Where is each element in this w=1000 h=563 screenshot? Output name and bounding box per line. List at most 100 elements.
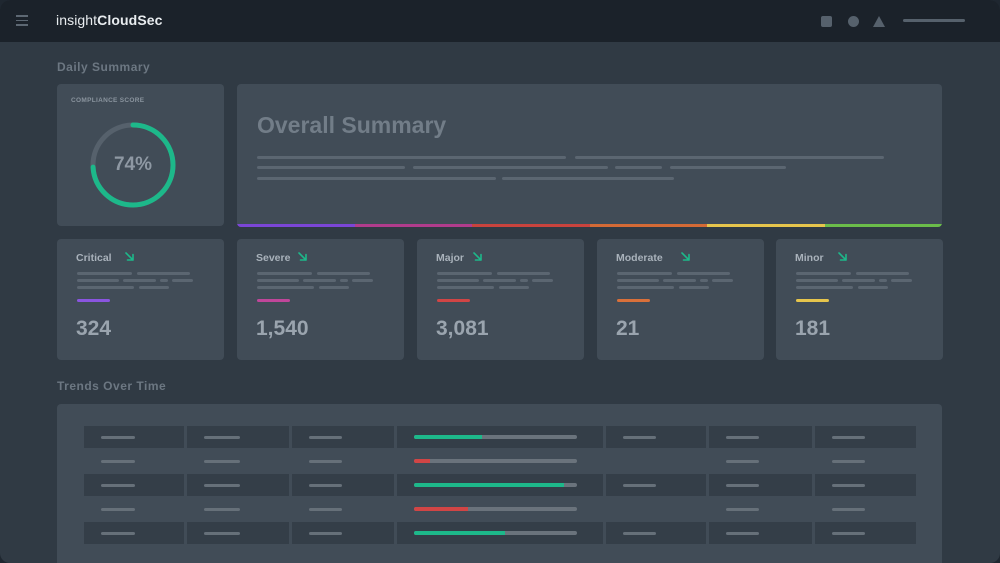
table-cell — [815, 450, 916, 472]
trend-progress-bar — [414, 483, 577, 487]
table-cell — [815, 426, 916, 448]
compliance-gauge — [90, 122, 176, 208]
cell-placeholder-line — [309, 484, 342, 487]
placeholder-line — [139, 286, 169, 289]
severity-label: Critical — [76, 252, 112, 264]
placeholder-line — [77, 279, 119, 282]
table-cell — [187, 474, 289, 496]
trends-table-row[interactable] — [84, 474, 916, 496]
trends-table-row[interactable] — [84, 450, 916, 472]
trends-table-row[interactable] — [84, 426, 916, 448]
severity-card-minor[interactable]: Minor 181 — [776, 239, 943, 360]
table-cell — [606, 474, 706, 496]
table-cell — [84, 450, 184, 472]
placeholder-line — [796, 286, 853, 289]
cell-placeholder-line — [204, 460, 240, 463]
cell-placeholder-line — [832, 484, 865, 487]
daily-summary-title: Daily Summary — [57, 60, 151, 74]
severity-count: 3,081 — [436, 317, 489, 340]
placeholder-line — [858, 286, 888, 289]
severity-color-indicator — [437, 299, 470, 302]
severity-card-severe[interactable]: Severe 1,540 — [237, 239, 404, 360]
cell-placeholder-line — [101, 460, 135, 463]
warning-icon[interactable] — [873, 16, 885, 27]
placeholder-line — [700, 279, 708, 282]
user-menu-placeholder[interactable] — [903, 19, 965, 22]
cell-placeholder-line — [623, 532, 656, 535]
cell-placeholder-line — [204, 508, 240, 511]
placeholder-line — [617, 279, 659, 282]
trend-progress-bar — [414, 435, 577, 439]
trend-down-arrow-icon — [125, 252, 134, 261]
table-cell — [606, 522, 706, 544]
trend-down-arrow-icon — [473, 252, 482, 261]
severity-card-major[interactable]: Major 3,081 — [417, 239, 584, 360]
table-cell — [709, 498, 812, 520]
brand-logo[interactable]: insightCloudSec — [56, 12, 163, 28]
severity-label: Moderate — [616, 252, 663, 264]
placeholder-line — [257, 272, 312, 275]
cell-placeholder-line — [726, 484, 759, 487]
placeholder-line — [77, 272, 132, 275]
table-cell — [84, 498, 184, 520]
table-cell — [292, 426, 394, 448]
severity-color-bar — [237, 224, 942, 227]
placeholder-line — [796, 279, 838, 282]
menu-icon[interactable] — [16, 15, 28, 26]
table-cell — [709, 426, 812, 448]
severity-color-segment — [589, 224, 707, 227]
severity-color-indicator — [77, 299, 110, 302]
cell-placeholder-line — [309, 532, 342, 535]
placeholder-line — [352, 279, 373, 282]
table-cell — [187, 450, 289, 472]
table-cell — [709, 522, 812, 544]
summary-text-line — [615, 166, 662, 169]
table-cell — [709, 450, 812, 472]
cell-placeholder-line — [832, 508, 865, 511]
overall-summary-card[interactable]: Overall Summary — [237, 84, 942, 227]
table-cell — [292, 474, 394, 496]
severity-count: 1,540 — [256, 317, 309, 340]
cell-placeholder-line — [101, 532, 135, 535]
placeholder-line — [499, 286, 529, 289]
trends-table-row[interactable] — [84, 522, 916, 544]
placeholder-line — [483, 279, 516, 282]
table-cell — [815, 474, 916, 496]
severity-color-indicator — [257, 299, 290, 302]
circle-icon[interactable] — [848, 16, 859, 27]
severity-card-critical[interactable]: Critical 324 — [57, 239, 224, 360]
placeholder-line — [497, 272, 550, 275]
table-cell — [292, 522, 394, 544]
severity-label: Major — [436, 252, 465, 264]
compliance-score-label: COMPLIANCE SCORE — [71, 97, 145, 104]
cell-placeholder-line — [309, 460, 342, 463]
table-cell — [815, 498, 916, 520]
trend-down-arrow-icon — [681, 252, 690, 261]
trend-down-arrow-icon — [838, 252, 847, 261]
placeholder-line — [437, 286, 494, 289]
severity-card-moderate[interactable]: Moderate 21 — [597, 239, 764, 360]
table-cell — [397, 450, 603, 472]
table-cell — [606, 426, 706, 448]
severity-color-indicator — [796, 299, 829, 302]
placeholder-line — [137, 272, 190, 275]
cell-placeholder-line — [726, 436, 759, 439]
placeholder-line — [160, 279, 168, 282]
trend-progress-fill — [414, 459, 431, 463]
cell-placeholder-line — [832, 532, 865, 535]
cell-placeholder-line — [726, 532, 759, 535]
trend-progress-bar — [414, 507, 577, 511]
placeholder-line — [319, 286, 349, 289]
square-icon[interactable] — [821, 16, 832, 27]
placeholder-line — [677, 272, 730, 275]
table-cell — [397, 498, 603, 520]
placeholder-line — [520, 279, 528, 282]
cell-placeholder-line — [832, 436, 865, 439]
cell-placeholder-line — [832, 460, 865, 463]
placeholder-line — [77, 286, 134, 289]
trends-table-row[interactable] — [84, 498, 916, 520]
table-cell — [187, 522, 289, 544]
compliance-score-card[interactable]: COMPLIANCE SCORE 74% — [57, 84, 224, 226]
placeholder-line — [842, 279, 875, 282]
